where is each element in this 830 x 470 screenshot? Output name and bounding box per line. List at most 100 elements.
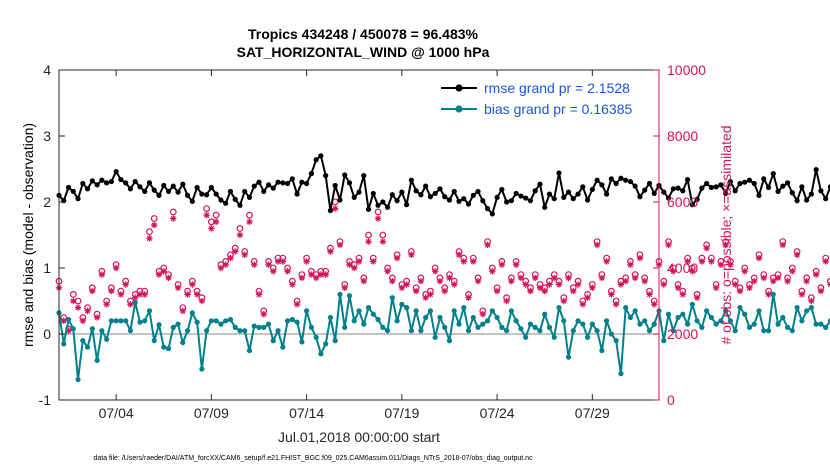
rmse-point — [480, 198, 486, 204]
obs-assimilated-point — [427, 291, 434, 298]
bias-point — [523, 334, 529, 340]
bias-point — [546, 324, 553, 330]
obs-assimilated-point — [393, 254, 401, 262]
obs-possible-point — [150, 215, 158, 222]
obs-assimilated-point — [122, 281, 129, 288]
rmse-point — [751, 180, 757, 187]
obs-assimilated-point — [670, 268, 677, 275]
y2-tick-label: 0 — [667, 392, 675, 408]
rmse-point — [242, 188, 248, 195]
obs-assimilated-point — [331, 205, 339, 212]
bias-point — [732, 328, 738, 334]
obs-assimilated-point — [793, 251, 801, 258]
bias-point — [708, 314, 714, 321]
bias-point — [742, 311, 748, 317]
bias-point — [199, 366, 205, 372]
rmse-point — [613, 180, 619, 187]
rmse-point — [218, 197, 224, 203]
bias-point — [380, 324, 386, 330]
obs-assimilated-point — [808, 297, 815, 305]
rmse-point — [551, 196, 557, 202]
obs-assimilated-point — [722, 241, 729, 249]
rmse-point — [75, 196, 81, 202]
bias-point — [684, 321, 691, 327]
rmse-point — [784, 180, 791, 186]
obs-assimilated-point — [70, 297, 77, 305]
obs-assimilated-point — [151, 221, 158, 229]
bias-point — [318, 351, 324, 357]
bias-point — [170, 324, 176, 330]
obs-assimilated-point — [765, 291, 772, 298]
obs-assimilated-point — [127, 301, 134, 308]
rmse-point — [704, 180, 710, 187]
legend-bias-label: bias grand pr = 0.16385 — [484, 101, 632, 117]
bias-point — [113, 318, 119, 324]
obs-assimilated-point — [379, 238, 387, 245]
obs-assimilated-point — [546, 281, 553, 288]
rmse-point — [804, 197, 810, 203]
rmse-point — [523, 195, 529, 201]
obs-assimilated-point — [627, 261, 634, 268]
obs-assimilated-point — [241, 251, 248, 258]
obs-assimilated-point — [489, 268, 496, 275]
obs-assimilated-point — [84, 307, 91, 315]
bias-point — [289, 316, 295, 323]
bias-point — [670, 328, 676, 334]
bias-point — [61, 341, 67, 347]
bias-point — [94, 357, 100, 363]
rmse-point — [737, 180, 743, 187]
rmse-point — [746, 177, 753, 183]
obs-assimilated-point — [403, 281, 410, 288]
rmse-point — [89, 178, 95, 184]
obs-assimilated-point — [112, 264, 120, 272]
bias-point — [394, 318, 400, 324]
rmse-point — [113, 169, 119, 175]
obs-assimilated-point — [498, 261, 506, 268]
rmse-point — [65, 184, 72, 191]
bias-point — [118, 318, 124, 324]
rmse-point — [442, 194, 448, 200]
bias-point — [465, 328, 472, 334]
bias-point — [456, 321, 462, 327]
obs-assimilated-point — [631, 274, 639, 282]
bias-point — [661, 338, 667, 344]
bias-point — [432, 334, 438, 340]
x-tick-label: 07/14 — [289, 405, 324, 421]
rmse-point — [556, 170, 562, 176]
bias-point — [146, 308, 153, 314]
bias-point — [423, 314, 429, 321]
bias-point — [437, 314, 443, 321]
y2-axis-label: # of obs: o=possible; ×=assimilated — [718, 125, 734, 344]
obs-possible-point — [146, 228, 153, 236]
rmse-point — [151, 187, 157, 193]
bias-point — [242, 328, 248, 334]
obs-assimilated-point — [665, 241, 672, 249]
bias-point — [194, 319, 200, 325]
rmse-point — [642, 187, 648, 193]
obs-possible-point — [236, 224, 244, 232]
rmse-point — [423, 183, 429, 189]
rmse-point — [727, 178, 734, 185]
bias-point — [351, 318, 357, 324]
legend-rmse-marker — [455, 84, 463, 92]
obs-assimilated-point — [555, 281, 563, 288]
bias-point — [580, 321, 586, 327]
bias-point — [313, 334, 319, 340]
rmse-point — [232, 196, 238, 202]
bias-point — [818, 321, 824, 327]
bias-point — [765, 328, 772, 334]
bias-point — [789, 328, 795, 334]
obs-assimilated-point — [346, 261, 353, 268]
obs-assimilated-point — [198, 297, 206, 305]
rmse-point — [261, 188, 267, 195]
bias-point — [327, 314, 334, 321]
bias-point — [299, 339, 305, 345]
obs-assimilated-point — [812, 271, 820, 278]
obs-assimilated-point — [603, 258, 610, 265]
bias-point — [451, 308, 457, 314]
bias-point — [84, 344, 91, 350]
rmse-point — [389, 192, 395, 198]
obs-assimilated-point — [493, 287, 501, 295]
rmse-point — [499, 186, 505, 193]
bias-point — [213, 318, 219, 324]
